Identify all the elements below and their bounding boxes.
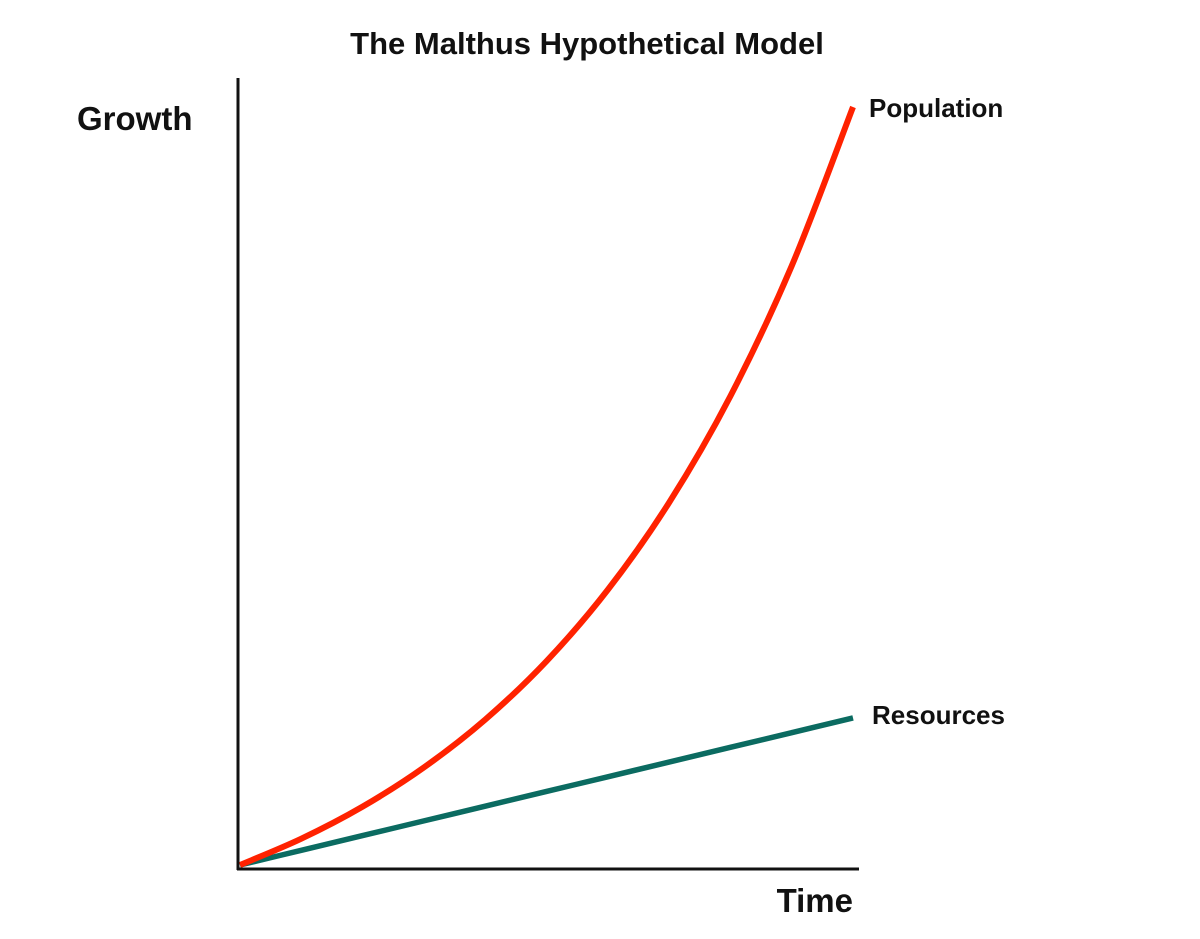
series-line-resources [239,715,854,868]
chart-title: The Malthus Hypothetical Model [350,26,824,61]
series-label-population: Population [869,93,1003,123]
x-axis-label: Time [777,882,853,919]
series-label-resources: Resources [872,700,1005,730]
series-line-population [238,105,856,868]
y-axis-label: Growth [77,100,192,137]
